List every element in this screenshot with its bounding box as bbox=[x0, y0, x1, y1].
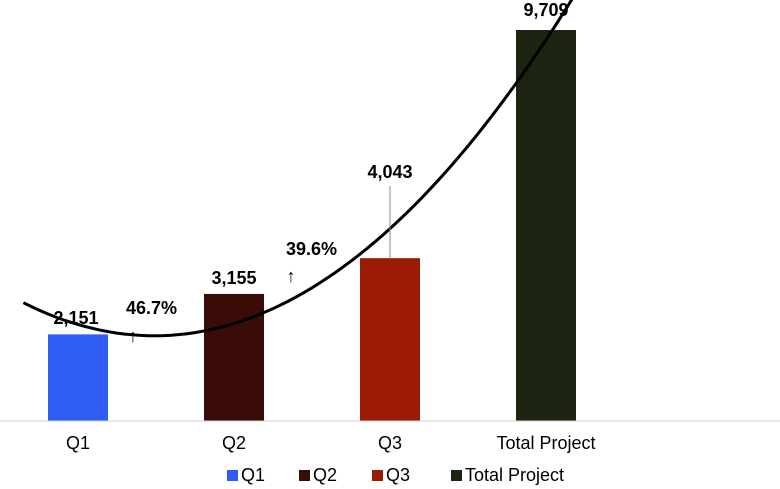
bar-q2 bbox=[204, 293, 264, 421]
legend-swatch-q1 bbox=[227, 470, 238, 481]
category-label-q3: Q3 bbox=[378, 433, 402, 453]
trendline bbox=[22, 0, 574, 338]
legend-label-q2: Q2 bbox=[313, 465, 337, 485]
legend-label-q3: Q3 bbox=[386, 465, 410, 485]
legend-label-total-project: Total Project bbox=[465, 465, 564, 485]
value-label-q1: 2,151 bbox=[53, 308, 98, 328]
bars-group bbox=[48, 30, 576, 421]
category-labels-group: Q1 Q2 Q3 Total Project bbox=[66, 433, 596, 453]
category-label-q2: Q2 bbox=[222, 433, 246, 453]
growth-label-q1-q2: 46.7% bbox=[126, 298, 177, 318]
bar-q1 bbox=[48, 334, 108, 421]
legend-swatch-q2 bbox=[299, 470, 310, 481]
category-label-total-project: Total Project bbox=[496, 433, 595, 453]
value-label-q2: 3,155 bbox=[211, 268, 256, 288]
growth-arrow-icon-q1-q2: ↑ bbox=[129, 326, 138, 346]
value-label-total-project: 9,709 bbox=[523, 0, 568, 20]
bar-total-project bbox=[516, 30, 576, 421]
legend-swatch-q3 bbox=[372, 470, 383, 481]
growth-annotations-group: ↑ 46.7% ↑ 39.6% bbox=[126, 239, 337, 346]
value-labels-group: 2,151 3,155 4,043 9,709 bbox=[53, 0, 568, 328]
legend-swatch-total-project bbox=[451, 470, 462, 481]
legend: Q1 Q2 Q3 Total Project bbox=[227, 465, 564, 485]
category-label-q1: Q1 bbox=[66, 433, 90, 453]
value-label-q3: 4,043 bbox=[367, 162, 412, 182]
bar-q3 bbox=[360, 258, 420, 421]
growth-arrow-icon-q2-q3: ↑ bbox=[287, 266, 296, 286]
legend-label-q1: Q1 bbox=[241, 465, 265, 485]
growth-label-q2-q3: 39.6% bbox=[286, 239, 337, 259]
